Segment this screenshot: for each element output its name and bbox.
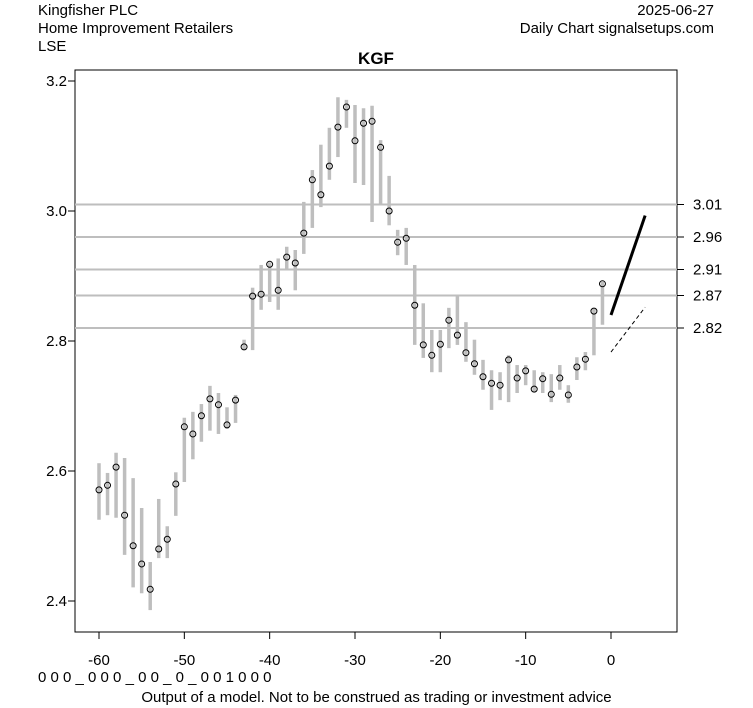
close-marker	[368, 117, 376, 125]
x-tick-label: -60	[88, 652, 110, 669]
close-marker	[564, 391, 572, 399]
close-marker	[266, 260, 274, 268]
disclaimer: Output of a model. Not to be construed a…	[141, 689, 612, 706]
close-marker	[274, 286, 282, 294]
close-marker	[342, 103, 350, 111]
x-tick-label: -50	[173, 652, 195, 669]
close-marker	[155, 545, 163, 553]
close-marker	[197, 412, 205, 420]
close-marker	[385, 207, 393, 215]
close-marker	[214, 401, 222, 409]
close-marker	[488, 379, 496, 387]
close-marker	[445, 316, 453, 324]
close-marker	[419, 341, 427, 349]
close-marker	[556, 374, 564, 382]
x-tick-label: -40	[259, 652, 281, 669]
close-marker	[590, 307, 598, 315]
level-label: 3.01	[693, 197, 722, 214]
y-tick-label: 3.2	[46, 73, 67, 90]
close-marker	[325, 162, 333, 170]
close-marker	[530, 385, 538, 393]
close-marker	[539, 375, 547, 383]
close-marker	[411, 301, 419, 309]
close-marker	[360, 119, 368, 127]
close-marker	[428, 351, 436, 359]
close-marker	[479, 373, 487, 381]
y-tick-label: 2.4	[46, 593, 67, 610]
projection-line-solid	[609, 215, 647, 316]
close-marker	[598, 280, 606, 288]
close-marker	[257, 290, 265, 298]
close-marker	[513, 374, 521, 382]
close-marker	[232, 396, 240, 404]
close-marker	[334, 123, 342, 131]
close-marker	[581, 355, 589, 363]
close-marker	[206, 395, 214, 403]
close-marker	[351, 137, 359, 145]
close-marker	[505, 356, 513, 364]
plot-frame	[74, 69, 678, 633]
close-marker	[95, 486, 103, 494]
chart-source: Daily Chart signalsetups.com	[519, 20, 714, 37]
x-tick-label: -20	[429, 652, 451, 669]
close-marker	[547, 390, 555, 398]
x-tick-label: -10	[515, 652, 537, 669]
close-marker	[462, 349, 470, 357]
close-marker	[129, 542, 137, 550]
close-marker	[283, 253, 291, 261]
close-marker	[249, 292, 257, 300]
level-label: 2.87	[693, 288, 722, 305]
close-marker	[121, 511, 129, 519]
close-marker	[377, 143, 385, 151]
level-label: 2.82	[693, 320, 722, 337]
sector-label: Home Improvement Retailers	[38, 20, 234, 37]
close-marker	[104, 481, 112, 489]
y-tick-label: 2.6	[46, 463, 67, 480]
close-marker	[180, 423, 188, 431]
close-marker	[496, 381, 504, 389]
x-tick-label: -30	[344, 652, 366, 669]
chart-date: 2025-06-27	[637, 2, 714, 19]
close-marker	[163, 535, 171, 543]
y-tick-label: 2.8	[46, 333, 67, 350]
projection-line-dashed	[610, 306, 646, 353]
close-marker	[436, 340, 444, 348]
y-tick-label: 3.0	[46, 203, 67, 220]
chart-title: KGF	[358, 49, 394, 68]
close-marker	[291, 259, 299, 267]
close-marker	[470, 360, 478, 368]
close-marker	[189, 430, 197, 438]
close-marker	[146, 585, 154, 593]
level-label: 2.91	[693, 262, 722, 279]
company-name: Kingfisher PLC	[38, 2, 139, 19]
x-tick-label: 0	[607, 652, 615, 669]
close-marker	[308, 176, 316, 184]
close-marker	[394, 238, 402, 246]
close-marker	[300, 229, 308, 237]
close-marker	[573, 363, 581, 371]
close-marker	[112, 463, 120, 471]
close-marker	[223, 421, 231, 429]
close-marker	[453, 331, 461, 339]
close-marker	[240, 343, 248, 351]
close-marker	[172, 480, 180, 488]
exchange-label: LSE	[38, 38, 67, 55]
signal-row: 0 0 0 _ 0 0 0 _ 0 0 _ 0 _ 0 0 1 0 0 0	[38, 669, 272, 686]
close-marker	[317, 191, 325, 199]
close-marker	[522, 367, 530, 375]
level-label: 2.96	[693, 229, 722, 246]
close-marker	[138, 560, 146, 568]
close-marker	[402, 234, 410, 242]
